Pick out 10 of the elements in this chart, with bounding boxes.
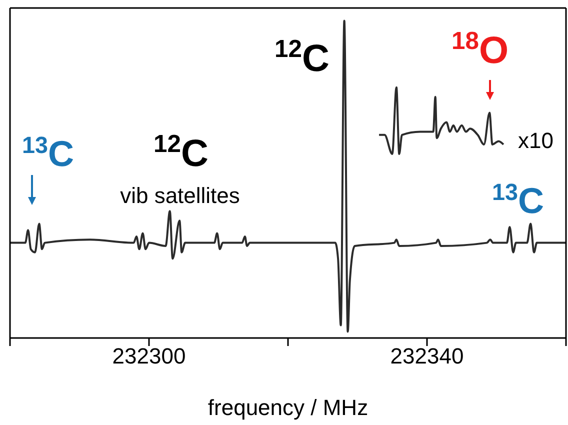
x-axis-title: frequency / MHz [208,395,368,420]
annotation: $^{13}$C [22,132,74,174]
annotation: $^{18}$O [451,28,509,72]
annotation: $^{12}$C [274,36,330,80]
annotation: $^{13}$C [492,179,544,221]
annotation: vib satellites [120,183,240,208]
annotation: $^{12}$C [154,131,208,175]
annotation: x10 [518,128,554,153]
x-tick-label: 232300 [112,344,186,369]
x-tick-label: 232340 [390,344,464,369]
